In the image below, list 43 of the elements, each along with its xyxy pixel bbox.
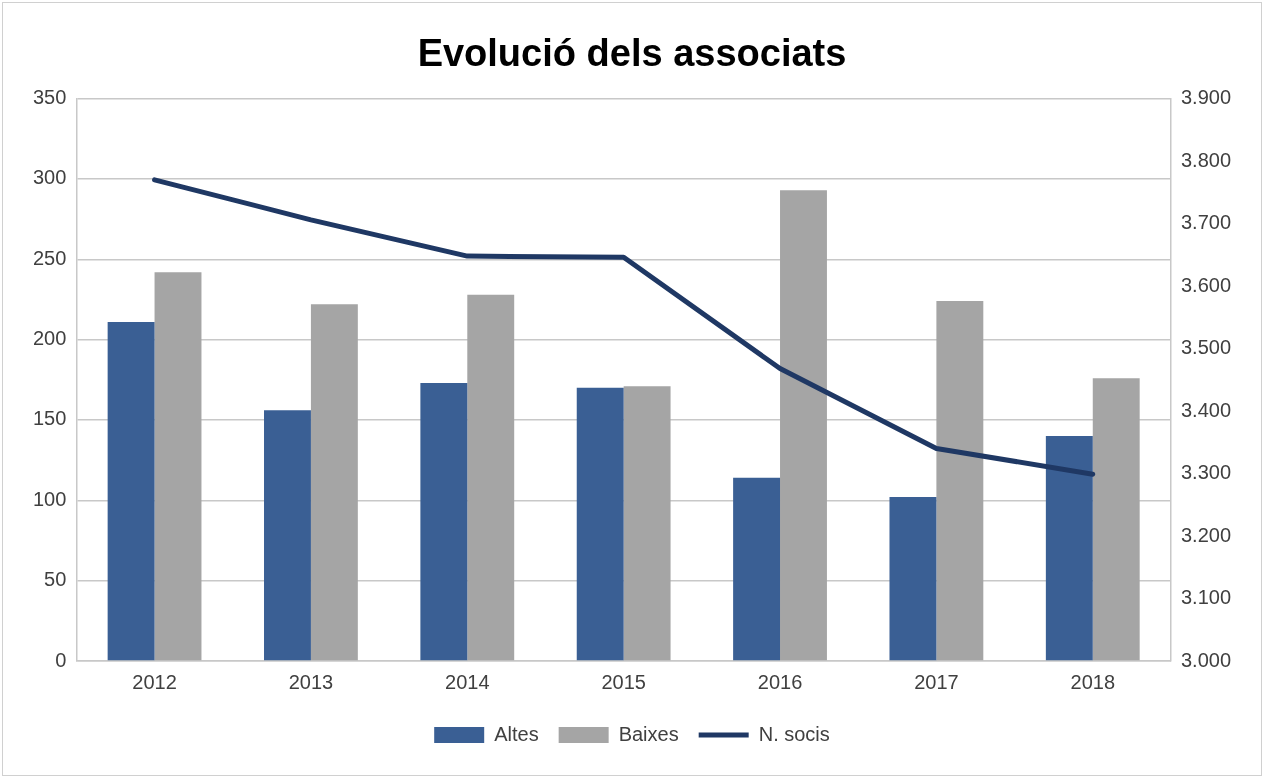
y2-tick-label: 3.700 — [1180, 211, 1232, 234]
y-tick-label: 300 — [32, 166, 67, 189]
y-tick-label: 250 — [32, 246, 67, 269]
bar — [420, 383, 468, 661]
y-tick-label: 150 — [32, 407, 67, 430]
y2-tick-label: 3.600 — [1180, 273, 1232, 296]
legend-label: N. socis — [758, 722, 830, 745]
y2-tick-label: 3.300 — [1180, 461, 1232, 484]
bar — [107, 321, 155, 661]
x-tick-label: 2013 — [288, 670, 334, 693]
y2-tick-label: 3.800 — [1180, 148, 1232, 171]
x-tick-label: 2018 — [1070, 670, 1116, 693]
x-tick-label: 2012 — [132, 670, 177, 693]
y-tick-label: 100 — [32, 487, 67, 510]
bar — [936, 301, 984, 661]
y2-tick-label: 3.200 — [1180, 523, 1232, 546]
x-tick-label: 2014 — [445, 670, 490, 693]
x-tick-label: 2015 — [601, 670, 646, 693]
bar — [576, 387, 624, 661]
chart-title: Evolució dels associats — [417, 32, 847, 75]
legend-label: Baixes — [618, 722, 679, 745]
x-tick-label: 2016 — [757, 670, 803, 693]
bar — [310, 304, 358, 661]
bar — [1045, 436, 1093, 661]
bar — [780, 190, 827, 661]
legend-label: Altes — [494, 722, 539, 745]
y-tick-label: 200 — [32, 327, 67, 350]
y2-tick-label: 3.500 — [1180, 336, 1232, 359]
y-tick-label: 0 — [55, 648, 67, 671]
bar — [154, 272, 202, 661]
y2-tick-label: 3.900 — [1180, 86, 1232, 109]
bar — [467, 294, 515, 661]
y2-tick-label: 3.400 — [1180, 398, 1232, 421]
bar — [264, 410, 311, 661]
bar — [733, 477, 781, 661]
bar — [889, 497, 937, 661]
y2-tick-label: 3.000 — [1180, 648, 1232, 671]
y2-tick-label: 3.100 — [1180, 586, 1232, 609]
bar — [623, 386, 671, 661]
y-tick-label: 50 — [44, 568, 67, 591]
bar — [1092, 378, 1140, 661]
y-tick-label: 350 — [32, 86, 67, 109]
x-tick-label: 2017 — [914, 670, 959, 693]
